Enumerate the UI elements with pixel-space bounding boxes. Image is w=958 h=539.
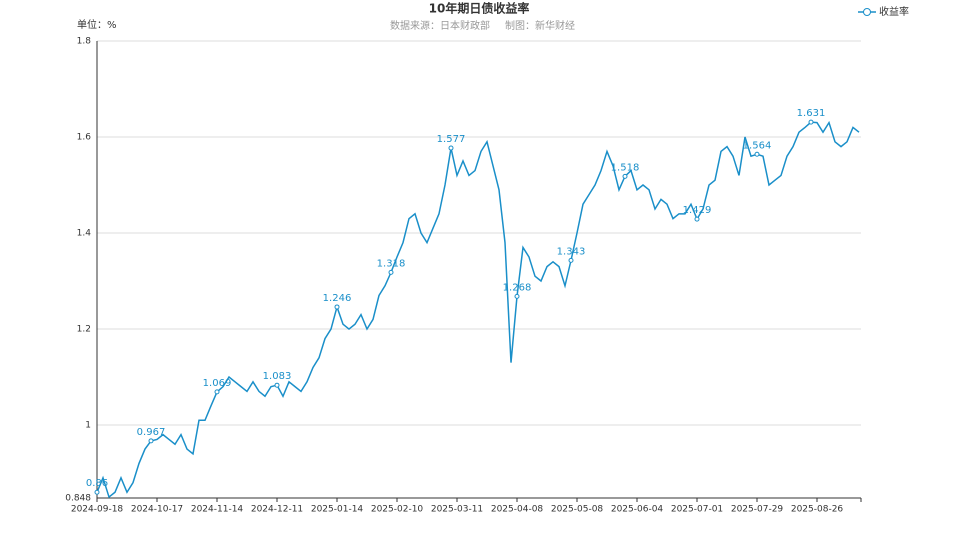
point (94, 489, 100, 495)
value-label: 1.429 (683, 205, 712, 216)
x-tick-label: 2024-12-11 (251, 505, 303, 515)
x-tick-label: 2024-09-18 (71, 505, 124, 515)
unit-label: 单位：% (77, 18, 117, 31)
value-label: 1.083 (263, 371, 292, 382)
x-tick-label: 2024-11-14 (191, 505, 244, 515)
x-tick-label: 2025-07-01 (671, 505, 723, 515)
point (334, 304, 340, 310)
x-tick-label: 2024-10-17 (131, 505, 183, 515)
x-tick-label: 2025-01-14 (311, 505, 364, 515)
x-tick-label: 2025-03-11 (431, 505, 483, 515)
credit: 制图：新华财经 (505, 19, 575, 32)
point (568, 257, 574, 263)
x-tick-label: 2025-04-08 (491, 505, 544, 515)
y-tick-label: 0.848 (65, 494, 91, 504)
x-tick-label: 2025-08-26 (791, 505, 844, 515)
y-tick-label: 1 (85, 421, 91, 431)
point (148, 438, 154, 444)
x-tick-label: 2025-06-04 (611, 505, 664, 515)
y-tick-label: 1.8 (77, 37, 92, 47)
point (448, 145, 454, 151)
value-label: 1.268 (503, 282, 532, 293)
x-tick-label: 2025-05-08 (551, 505, 604, 515)
value-label: 0.967 (137, 427, 166, 438)
point (388, 269, 394, 275)
value-label: 1.564 (743, 140, 772, 151)
x-tick-label: 2025-02-10 (371, 505, 424, 515)
point (514, 293, 520, 299)
y-tick-label: 1.2 (77, 325, 91, 335)
source: 数据来源：日本财政部 (390, 19, 490, 32)
value-label: 1.518 (611, 162, 640, 173)
point (274, 382, 280, 388)
y-tick-label: 1.4 (77, 229, 92, 239)
line (96, 120, 860, 499)
point (622, 173, 628, 179)
value-label: 1.343 (557, 246, 586, 257)
point (694, 216, 700, 222)
value-label: 1.318 (377, 258, 406, 269)
point (754, 151, 760, 157)
point (808, 119, 814, 125)
chart-title: 10年期日债收益率 (429, 1, 530, 16)
point (214, 389, 220, 395)
x-tick-label: 2025-07-29 (731, 505, 784, 515)
y-tick-label: 1.6 (77, 133, 92, 143)
legend-label: 收益率 (879, 5, 909, 18)
legend-marker (863, 8, 871, 16)
value-label: 1.577 (437, 134, 466, 145)
value-label: 1.069 (203, 378, 232, 389)
value-label: 1.246 (323, 293, 352, 304)
value-label: 1.631 (797, 108, 826, 119)
value-label: 0.86 (86, 478, 108, 489)
